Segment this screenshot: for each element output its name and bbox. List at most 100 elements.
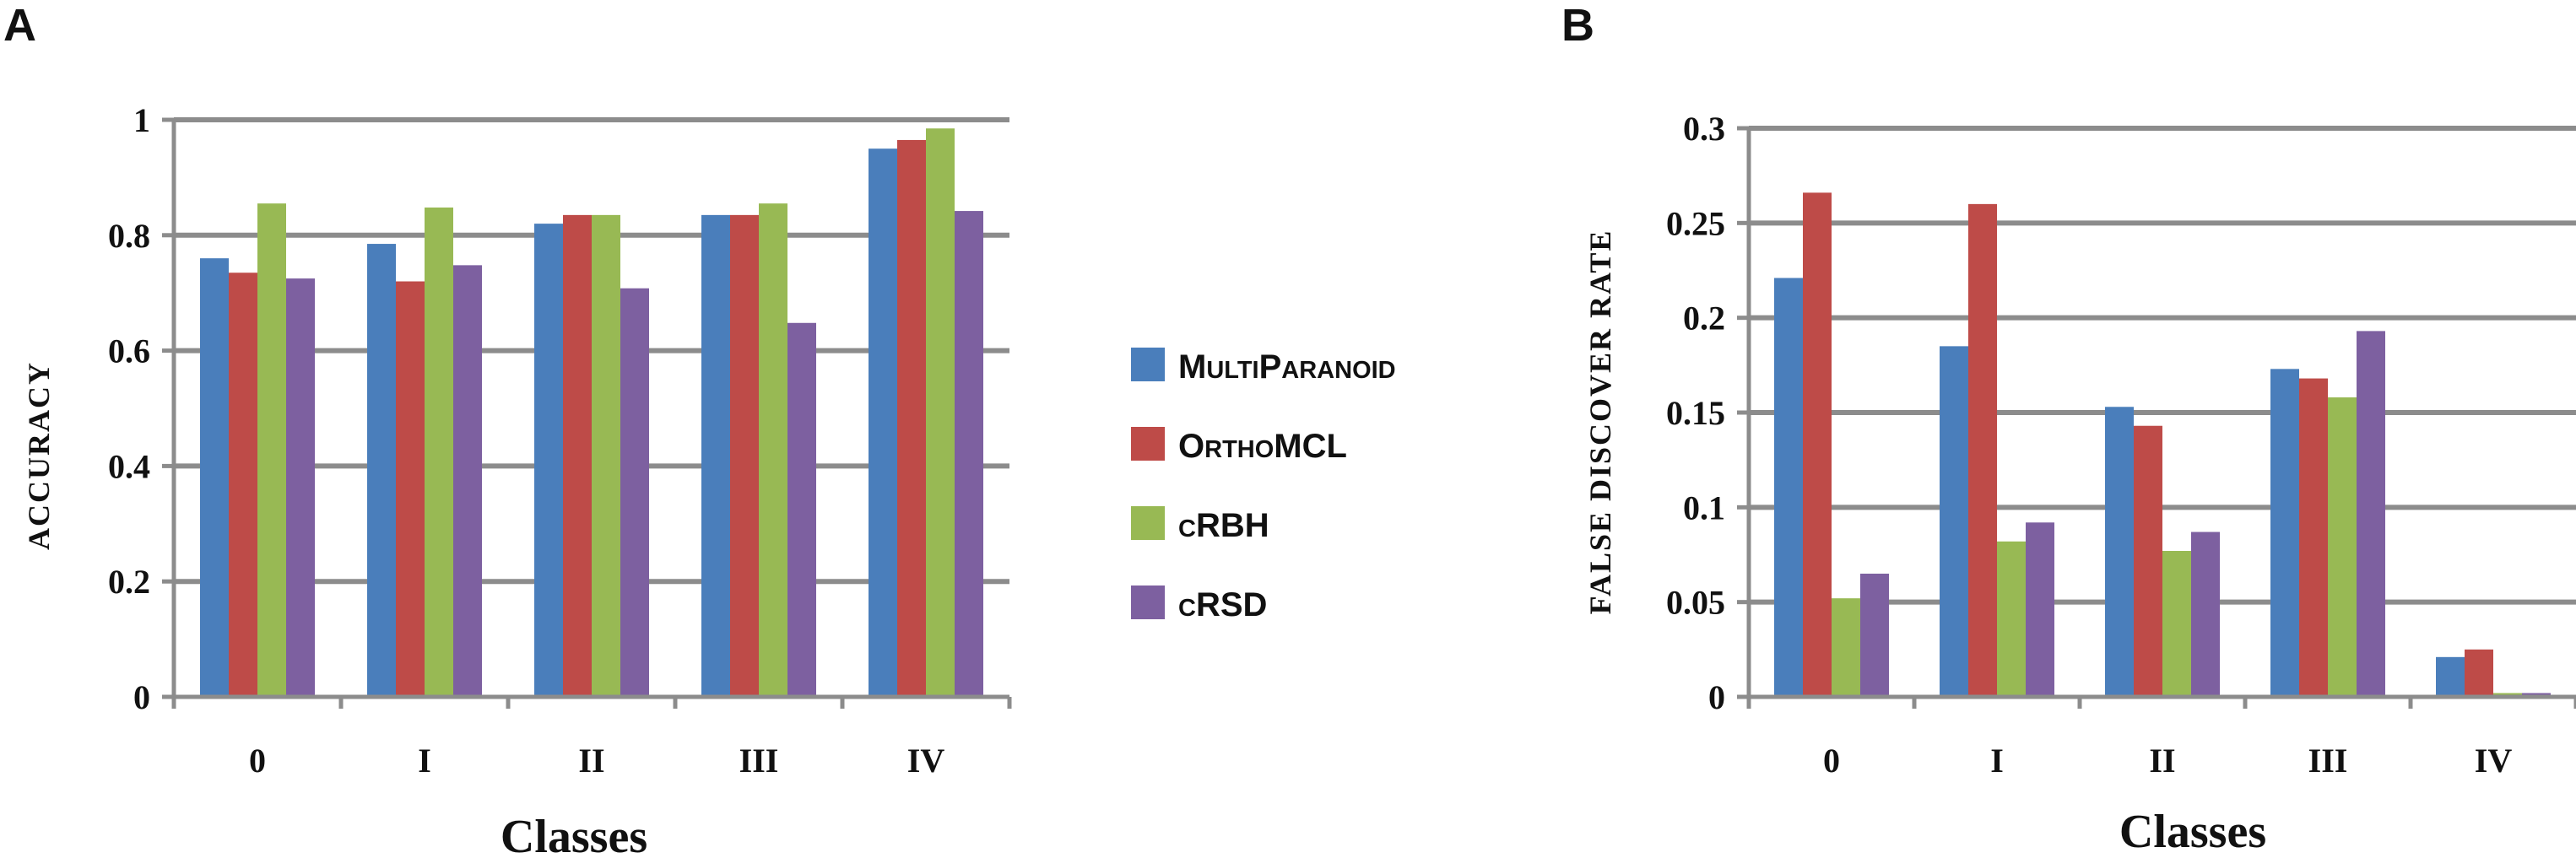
bar-crbh-i [425, 207, 453, 697]
legend-label: ORTHOMCL [1178, 428, 1347, 465]
bar-crsd-iii [787, 322, 816, 697]
bar-crbh-iii [759, 203, 787, 697]
x-tick-label: II [2149, 742, 2175, 780]
x-tick-label: IV [2475, 742, 2513, 780]
bar-multiparanoid-ii [2105, 407, 2134, 697]
bar-crbh-0 [257, 203, 286, 697]
bar-orthomcl-0 [229, 273, 257, 697]
legend-item-multiparanoid: MULTIPARANOID [1131, 348, 1396, 386]
bar-orthomcl-iii [2299, 378, 2328, 697]
x-axis-title-b: Classes [2119, 806, 2266, 858]
bar-crbh-ii [592, 214, 620, 698]
bar-crbh-iv [926, 128, 955, 697]
bar-orthomcl-i [1968, 203, 1997, 697]
panel-letter-a: A [3, 0, 36, 51]
y-tick-label: 0 [133, 678, 150, 716]
y-tick-label: 0.8 [108, 217, 150, 255]
x-tick-label: I [1990, 742, 2004, 780]
y-tick-label: 1 [133, 101, 150, 139]
panel-b-false-discover-rate-chart: B FALSE DISCOVER RATE Classes 0 0.05 0.1 0.… [1561, 0, 2576, 858]
y-tick-label: 0.05 [1666, 584, 1725, 622]
panel-a-accuracy-chart: A ACCURACY Classes 00.20.40.60.81 0 I II II… [3, 0, 1012, 858]
x-tick-labels-a: 0 I II III IV [249, 742, 944, 780]
x-tick-label: IV [907, 742, 945, 780]
legend-label-part: ULTI [1206, 357, 1258, 384]
bar-orthomcl-iv [897, 139, 926, 697]
bar-crbh-i [1997, 541, 2026, 697]
y-tick-labels-a: 0 0.2 0.4 0.6 0.8 1 [108, 101, 150, 716]
bar-crsd-ii [620, 288, 649, 697]
bar-multiparanoid-i [367, 244, 396, 697]
x-tick-labels-b: 0 I II III IV [1823, 742, 2512, 780]
legend-label-part: RSD [1196, 586, 1267, 623]
axes-b [1737, 126, 2576, 709]
y-axis-title-b: FALSE DISCOVER RATE [1583, 229, 1617, 615]
legend-item-crbh: CRBH [1131, 506, 1269, 544]
legend-label-part: C [1178, 515, 1196, 542]
bar-multiparanoid-iii [701, 214, 730, 698]
bar-crsd-0 [1860, 573, 1889, 697]
legend-swatch [1131, 506, 1165, 540]
bars-b [1774, 192, 2551, 698]
y-tick-label: 0.2 [108, 563, 150, 601]
bar-multiparanoid-i [1940, 346, 1968, 697]
x-tick-label: III [2308, 742, 2348, 780]
x-axis-title-a: Classes [501, 811, 647, 858]
bar-multiparanoid-iv [869, 148, 897, 697]
y-tick-label: 0.1 [1683, 488, 1725, 526]
bar-crsd-iv [955, 211, 983, 697]
legend-label-part: P [1259, 348, 1282, 386]
y-tick-label: 0.3 [1683, 110, 1725, 148]
bar-orthomcl-ii [563, 214, 592, 698]
x-tick-label: 0 [1823, 742, 1840, 780]
legend-label: CRBH [1178, 507, 1269, 544]
y-tick-label: 0.6 [108, 332, 150, 370]
bar-multiparanoid-iii [2270, 369, 2299, 697]
bar-orthomcl-iv [2465, 649, 2493, 697]
legend-label: CRSD [1178, 586, 1267, 623]
y-tick-label: 0.4 [108, 447, 150, 485]
legend-label-part: C [1178, 595, 1196, 622]
bar-multiparanoid-iv [2436, 656, 2465, 697]
legend-label-part: ARANOID [1281, 357, 1395, 384]
bar-orthomcl-i [396, 281, 425, 697]
legend-label-part: M [1178, 348, 1206, 386]
bar-crsd-ii [2191, 532, 2220, 697]
legend-label-part: RBH [1196, 507, 1269, 544]
bar-orthomcl-ii [2134, 425, 2162, 697]
bar-crbh-iii [2328, 397, 2357, 697]
bar-orthomcl-iii [730, 214, 759, 698]
bar-crsd-i [453, 265, 482, 697]
bar-orthomcl-0 [1803, 192, 1832, 698]
y-tick-label: 0.15 [1666, 394, 1725, 432]
legend-item-crsd: CRSD [1131, 585, 1267, 623]
bar-crsd-i [2026, 522, 2054, 697]
bar-multiparanoid-ii [534, 224, 563, 697]
legend-label-part: MCL [1274, 428, 1347, 465]
legend-label: MULTIPARANOID [1178, 348, 1396, 386]
bar-crbh-ii [2162, 551, 2191, 697]
x-tick-label: III [739, 742, 779, 780]
y-axis-title-a: ACCURACY [22, 361, 56, 550]
legend-swatch [1131, 585, 1165, 619]
bar-crsd-iii [2357, 331, 2385, 697]
y-tick-label: 0 [1708, 678, 1725, 716]
legend-label-part: RTHO [1204, 436, 1274, 463]
bar-multiparanoid-0 [200, 258, 229, 697]
legend-item-orthomcl: ORTHOMCL [1131, 427, 1347, 465]
y-tick-labels-b: 0 0.05 0.1 0.15 0.2 0.25 0.3 [1666, 110, 1725, 716]
y-tick-label: 0.2 [1683, 299, 1725, 337]
bar-crsd-0 [286, 278, 315, 697]
x-tick-label: I [418, 742, 431, 780]
y-tick-label: 0.25 [1666, 204, 1725, 242]
x-tick-label: 0 [249, 742, 266, 780]
bar-crbh-0 [1832, 598, 1860, 697]
bar-multiparanoid-0 [1774, 278, 1803, 697]
bars-a [200, 128, 983, 698]
x-tick-label: II [578, 742, 604, 780]
legend-label-part: O [1178, 428, 1204, 465]
axes-a [162, 117, 1012, 709]
panel-letter-b: B [1561, 0, 1594, 51]
